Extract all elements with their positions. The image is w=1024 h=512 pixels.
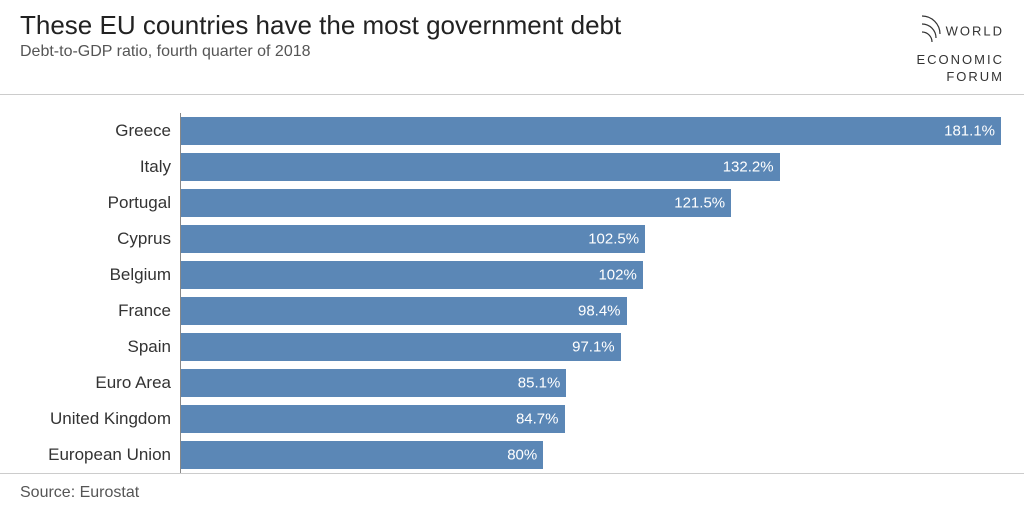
bar-row: Spain97.1% <box>181 329 1004 365</box>
bar-row: France98.4% <box>181 293 1004 329</box>
bar: 97.1% <box>181 333 621 361</box>
source-text: Source: Eurostat <box>20 484 139 501</box>
bar-label: Spain <box>21 337 181 357</box>
bar-value: 121.5% <box>674 194 725 211</box>
bar: 132.2% <box>181 153 780 181</box>
title-block: These EU countries have the most governm… <box>20 10 917 61</box>
bar: 121.5% <box>181 189 731 217</box>
bar: 98.4% <box>181 297 627 325</box>
bar: 85.1% <box>181 369 566 397</box>
bar: 84.7% <box>181 405 565 433</box>
chart-subtitle: Debt-to-GDP ratio, fourth quarter of 201… <box>20 43 917 61</box>
bar-value: 102% <box>598 266 636 283</box>
bar-label: Portugal <box>21 193 181 213</box>
bar: 80% <box>181 441 543 469</box>
bar-row: Portugal121.5% <box>181 185 1004 221</box>
bar-row: United Kingdom84.7% <box>181 401 1004 437</box>
bar-label: Italy <box>21 157 181 177</box>
logo-line3: FORUM <box>946 69 1004 84</box>
bar-value: 85.1% <box>518 374 561 391</box>
chart-body: Greece181.1%Italy132.2%Portugal121.5%Cyp… <box>180 113 1004 473</box>
chart-area: Greece181.1%Italy132.2%Portugal121.5%Cyp… <box>0 95 1024 473</box>
bar-label: United Kingdom <box>21 409 181 429</box>
bar-label: European Union <box>21 445 181 465</box>
bar: 181.1% <box>181 117 1001 145</box>
logo-line1: WORLD <box>946 23 1004 38</box>
bar-row: Greece181.1% <box>181 113 1004 149</box>
bar-value: 102.5% <box>588 230 639 247</box>
bar: 102.5% <box>181 225 645 253</box>
bar-value: 84.7% <box>516 410 559 427</box>
bar-value: 80% <box>507 446 537 463</box>
chart-footer: Source: Eurostat <box>0 473 1024 512</box>
wef-logo: WORLD ECONOMIC FORUM <box>917 10 1005 86</box>
logo-line2: ECONOMIC <box>917 52 1005 67</box>
bar-value: 97.1% <box>572 338 615 355</box>
bar-label: Belgium <box>21 265 181 285</box>
bar: 102% <box>181 261 643 289</box>
bar-value: 98.4% <box>578 302 621 319</box>
bar-label: Greece <box>21 121 181 141</box>
bar-label: France <box>21 301 181 321</box>
wef-logo-icon <box>920 12 942 52</box>
chart-header: These EU countries have the most governm… <box>0 0 1024 95</box>
bar-row: Cyprus102.5% <box>181 221 1004 257</box>
bar-row: Italy132.2% <box>181 149 1004 185</box>
chart-title: These EU countries have the most governm… <box>20 10 917 41</box>
bar-row: Euro Area85.1% <box>181 365 1004 401</box>
bar-value: 181.1% <box>944 122 995 139</box>
bar-row: Belgium102% <box>181 257 1004 293</box>
bar-label: Euro Area <box>21 373 181 393</box>
bar-label: Cyprus <box>21 229 181 249</box>
bar-value: 132.2% <box>723 158 774 175</box>
bar-row: European Union80% <box>181 437 1004 473</box>
